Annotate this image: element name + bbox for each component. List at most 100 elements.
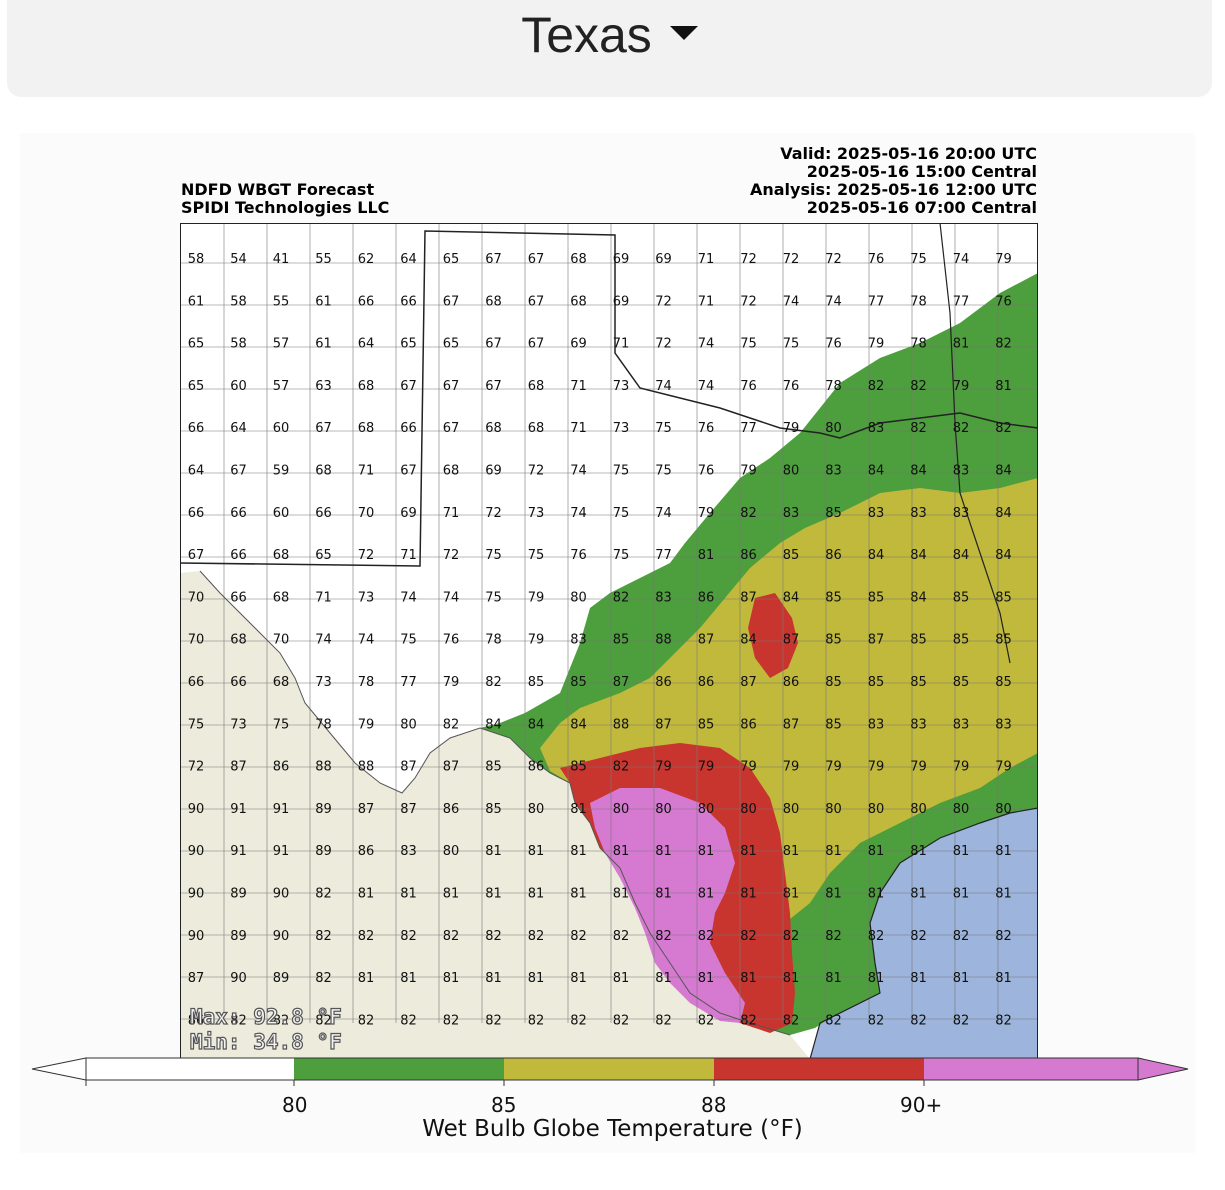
map-value-label: 81 bbox=[528, 971, 545, 986]
map-value-label: 73 bbox=[315, 675, 332, 690]
map-value-label: 80 bbox=[698, 802, 715, 817]
map-value-label: 75 bbox=[188, 717, 205, 732]
map-value-label: 86 bbox=[698, 675, 715, 690]
map-value-label: 82 bbox=[910, 1013, 927, 1028]
map-value-label: 81 bbox=[740, 887, 757, 902]
map-value-label: 75 bbox=[485, 590, 502, 605]
map-value-label: 83 bbox=[400, 844, 417, 859]
map-value-label: 75 bbox=[273, 717, 290, 732]
map-value-label: 81 bbox=[868, 844, 885, 859]
map-value-label: 58 bbox=[230, 294, 247, 309]
map-value-label: 74 bbox=[315, 633, 332, 648]
map-value-label: 71 bbox=[698, 252, 715, 267]
map-value-label: 81 bbox=[570, 802, 587, 817]
map-value-label: 86 bbox=[443, 802, 460, 817]
map-value-label: 82 bbox=[783, 1013, 800, 1028]
map-value-label: 71 bbox=[358, 464, 375, 479]
map-value-label: 66 bbox=[315, 506, 332, 521]
colorbar-border bbox=[85, 1057, 1139, 1081]
map-value-label: 84 bbox=[783, 590, 800, 605]
county-boundaries bbox=[180, 223, 1038, 1023]
map-value-label: 70 bbox=[273, 633, 290, 648]
map-value-label: 75 bbox=[528, 548, 545, 563]
map-value-label: 81 bbox=[953, 887, 970, 902]
map-value-label: 85 bbox=[868, 590, 885, 605]
map-value-label: 54 bbox=[230, 252, 247, 267]
map-value-label: 88 bbox=[613, 717, 630, 732]
map-value-label: 82 bbox=[868, 929, 885, 944]
map-value-label: 85 bbox=[570, 675, 587, 690]
map-value-label: 79 bbox=[783, 760, 800, 775]
map-value-label: 82 bbox=[868, 1013, 885, 1028]
colorbar-segment bbox=[294, 1058, 504, 1080]
valid-time-local: 2025-05-16 15:00 Central bbox=[806, 162, 1037, 181]
map-value-label: 90 bbox=[273, 929, 290, 944]
map-value-label: 83 bbox=[953, 717, 970, 732]
region-label: Texas bbox=[521, 7, 652, 63]
map-value-label: 81 bbox=[485, 887, 502, 902]
map-value-label: 76 bbox=[698, 464, 715, 479]
map-value-label: 85 bbox=[698, 717, 715, 732]
map-value-label: 89 bbox=[315, 844, 332, 859]
map-value-label: 75 bbox=[613, 464, 630, 479]
wbgt-90plus-area bbox=[590, 788, 745, 1023]
map-value-label: 60 bbox=[273, 506, 290, 521]
map-value-label: 81 bbox=[783, 971, 800, 986]
map-value-label: 87 bbox=[443, 760, 460, 775]
map-value-label: 70 bbox=[188, 633, 205, 648]
map-value-label: 90 bbox=[188, 802, 205, 817]
region-dropdown[interactable]: Texas bbox=[7, 6, 1212, 64]
colorbar-segment bbox=[924, 1058, 1138, 1080]
map-value-label: 66 bbox=[400, 294, 417, 309]
analysis-time-local: 2025-05-16 07:00 Central bbox=[806, 198, 1037, 217]
map-value-label: 79 bbox=[528, 590, 545, 605]
region-header: Texas bbox=[7, 0, 1212, 97]
map-value-label: 85 bbox=[995, 590, 1012, 605]
map-value-label: 84 bbox=[910, 464, 927, 479]
map-value-label: 73 bbox=[528, 506, 545, 521]
map-value-label: 81 bbox=[783, 844, 800, 859]
map-value-label: 78 bbox=[825, 379, 842, 394]
colorbar-segment bbox=[714, 1058, 924, 1080]
map-value-label: 67 bbox=[485, 252, 502, 267]
map-value-label: 88 bbox=[655, 633, 672, 648]
map-value-label: 89 bbox=[315, 802, 332, 817]
map-value-label: 66 bbox=[188, 675, 205, 690]
map-value-label: 72 bbox=[358, 548, 375, 563]
map-value-label: 81 bbox=[613, 887, 630, 902]
map-value-label: 86 bbox=[783, 675, 800, 690]
map-value-label: 70 bbox=[358, 506, 375, 521]
map-value-label: 82 bbox=[868, 379, 885, 394]
map-value-label: 67 bbox=[443, 379, 460, 394]
map-value-label: 77 bbox=[740, 421, 757, 436]
map-value-label: 83 bbox=[868, 506, 885, 521]
map-value-label: 67 bbox=[485, 337, 502, 352]
map-value-label: 80 bbox=[528, 802, 545, 817]
wbgt-map: 58 54 41 55 62 64 65 67 67 68 69 69 71 72 72 72 76 75 74 79… bbox=[180, 223, 1038, 1059]
map-value-label: 81 bbox=[443, 887, 460, 902]
map-value-label: 74 bbox=[655, 379, 672, 394]
map-value-label: 66 bbox=[188, 506, 205, 521]
map-value-label: 66 bbox=[358, 294, 375, 309]
map-value-label: 76 bbox=[443, 633, 460, 648]
map-value-label: 85 bbox=[953, 633, 970, 648]
map-value-label: 71 bbox=[613, 337, 630, 352]
map-value-label: 82 bbox=[230, 1013, 247, 1028]
map-value-label: 80 bbox=[910, 802, 927, 817]
gulf-water bbox=[810, 808, 1038, 1059]
map-value-label: 86 bbox=[188, 1013, 205, 1028]
map-value-labels: 58 54 41 55 62 64 65 67 67 68 69 69 71 72 72 72 76 75 74 79… bbox=[188, 252, 1038, 1028]
map-value-label: 65 bbox=[443, 337, 460, 352]
map-value-label: 81 bbox=[910, 971, 927, 986]
map-value-label: 82 bbox=[485, 675, 502, 690]
map-value-label: 84 bbox=[995, 506, 1012, 521]
map-value-label: 60 bbox=[273, 421, 290, 436]
map-value-label: 82 bbox=[570, 929, 587, 944]
map-value-label: 70 bbox=[188, 590, 205, 605]
map-value-label: 73 bbox=[613, 379, 630, 394]
map-value-label: 82 bbox=[315, 929, 332, 944]
colorbar-segment bbox=[504, 1058, 714, 1080]
map-value-label: 68 bbox=[528, 421, 545, 436]
map-value-label: 91 bbox=[230, 844, 247, 859]
map-value-label: 61 bbox=[188, 294, 205, 309]
